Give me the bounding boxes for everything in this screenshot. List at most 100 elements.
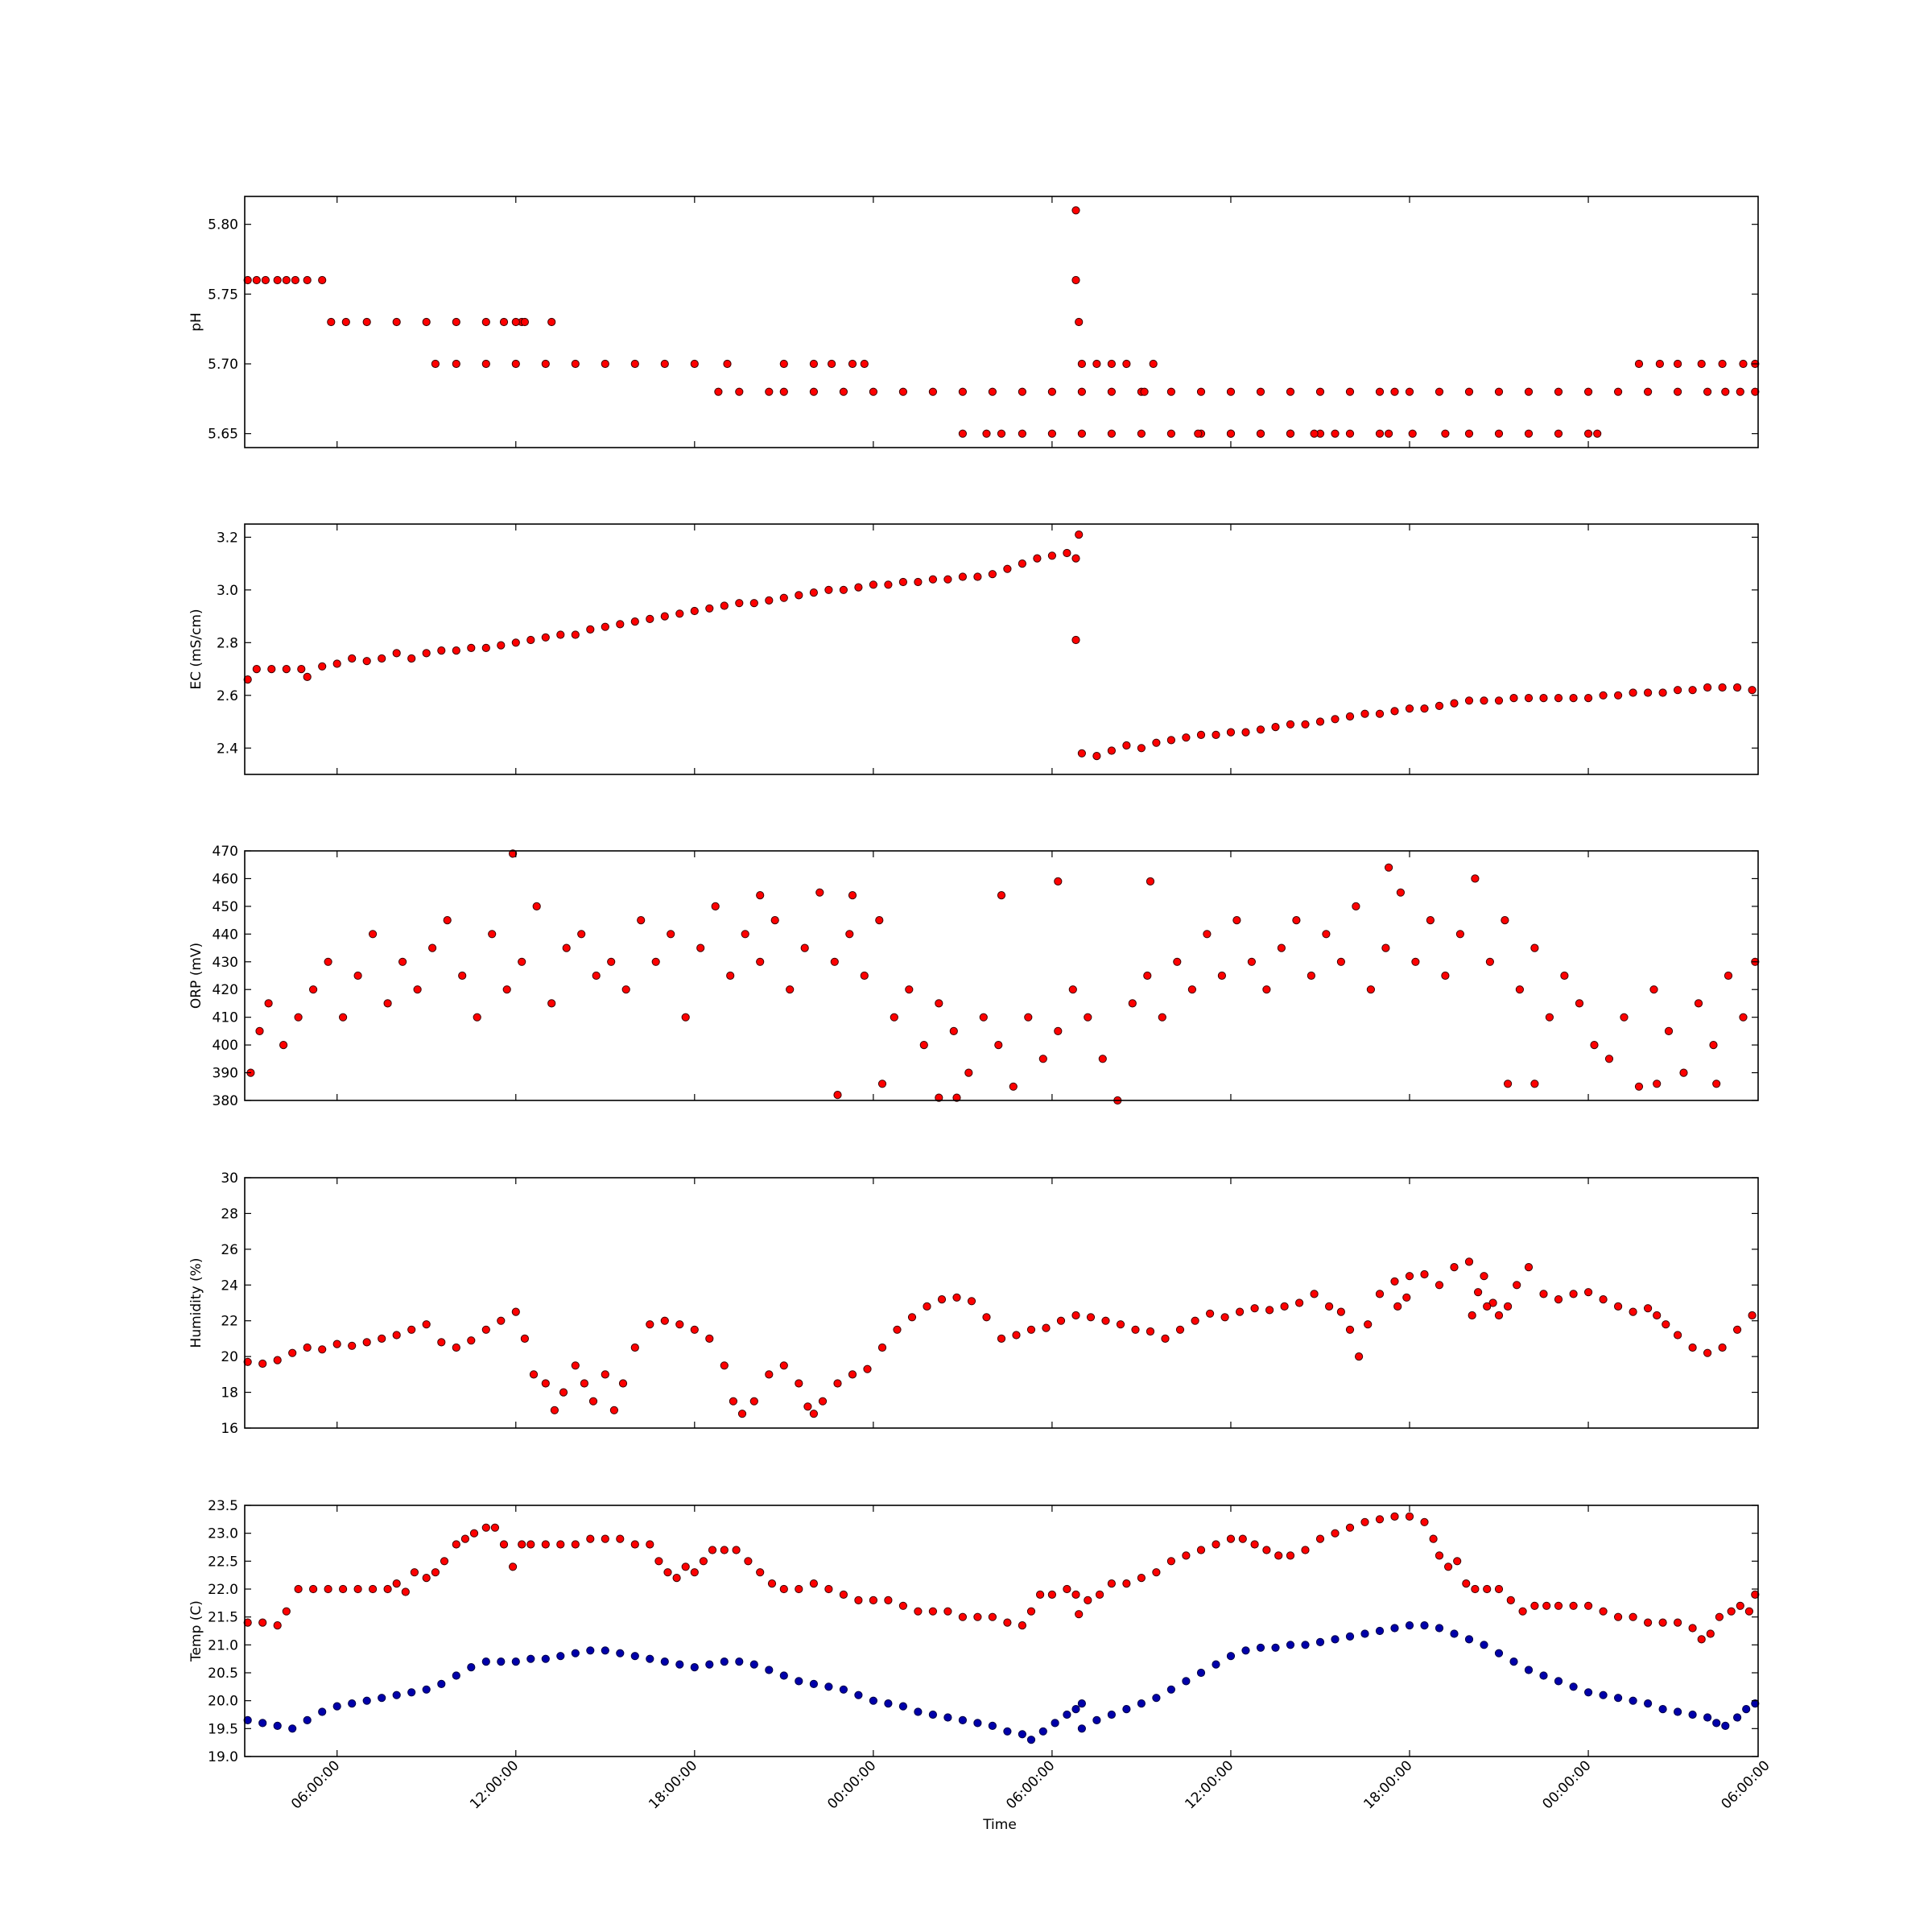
data-point [914,1607,923,1616]
data-point [324,957,332,966]
data-point [1063,1584,1071,1594]
data-point [1220,1313,1229,1322]
data-point [1614,1612,1623,1621]
data-point [1441,971,1450,980]
data-point [1026,1325,1036,1334]
data-point [1694,999,1703,1008]
data-point [1196,1546,1206,1554]
data-point [1405,704,1414,713]
y-tick-label: 3.0 [217,583,238,599]
data-point [1315,717,1325,726]
data-point [1250,1540,1259,1549]
data-point [378,1334,386,1344]
data-point [509,849,518,858]
data-point [630,617,639,626]
data-point [979,1013,988,1022]
data-point [1688,686,1697,695]
data-point [898,577,908,587]
data-point [1077,387,1087,396]
data-point [660,1316,669,1325]
data-point [1426,916,1435,925]
data-point [586,1534,595,1543]
data-point [1092,752,1101,761]
data-point [1450,699,1459,708]
data-point [1697,359,1706,369]
data-point [273,1356,282,1364]
data-point [1063,1710,1071,1719]
data-point [1435,387,1444,396]
data-point [481,1523,490,1532]
data-point [1390,1277,1399,1286]
data-point [705,604,714,613]
data-point [458,971,467,980]
data-point [1315,387,1325,396]
data-point [690,359,699,369]
data-point [1047,429,1057,438]
y-tick-label: 23.0 [208,1526,238,1542]
data-point [609,1406,619,1414]
data-point [833,1091,842,1100]
data-point [1226,1534,1236,1543]
data-point [1071,1705,1080,1714]
data-point [1658,1705,1667,1714]
data-point [422,1574,431,1583]
data-point [949,1026,958,1036]
data-point [696,943,705,952]
data-point [1658,688,1667,697]
data-point [1063,548,1071,558]
data-point [618,1379,628,1388]
data-point [1196,730,1206,740]
data-point [1733,1713,1742,1722]
data-point [779,1584,788,1594]
data-point [1360,1517,1369,1526]
data-point [261,275,270,285]
data-point [1513,1281,1521,1290]
data-point [273,1721,282,1730]
data-point [1712,1719,1721,1728]
data-point [1560,971,1569,980]
data-point [1345,1632,1355,1641]
data-point [1077,749,1087,758]
data-point [749,1397,758,1406]
y-tick-label: 450 [213,899,238,915]
axes-frame [244,196,1759,448]
data-point [520,1334,530,1344]
data-point [914,577,923,587]
data-point [252,275,261,285]
data-point [1751,387,1760,396]
data-point [848,891,857,900]
data-point [252,665,261,674]
data-point [1405,1272,1414,1281]
data-point [1464,1635,1474,1644]
data-point [327,317,336,327]
y-tick-label: 3.2 [217,530,238,546]
data-point [1554,1601,1563,1610]
data-point [332,1702,341,1711]
data-point [907,1313,917,1322]
data-point [1727,1607,1736,1616]
data-point [958,1715,968,1724]
data-point [1462,1579,1471,1588]
y-axis-label: ORP (mV) [188,943,204,1009]
data-point [952,1093,961,1102]
y-tick-label: 23.5 [208,1498,238,1514]
data-point [779,387,788,396]
data-point [1107,429,1117,438]
data-point [1629,688,1637,697]
data-point [1018,387,1027,396]
data-point [407,654,416,663]
data-point [1173,957,1182,966]
data-point [1143,971,1152,980]
y-tick-label: 22.5 [208,1554,238,1570]
data-point [973,1719,982,1728]
data-point [1480,1272,1488,1281]
data-point [297,665,306,674]
data-point [877,1343,887,1352]
data-point [630,1343,639,1352]
data-point [869,1696,878,1705]
y-axis-label: Humidity (%) [188,1258,204,1348]
data-point [1212,730,1220,740]
data-point [1292,916,1301,925]
data-point [1471,874,1480,883]
